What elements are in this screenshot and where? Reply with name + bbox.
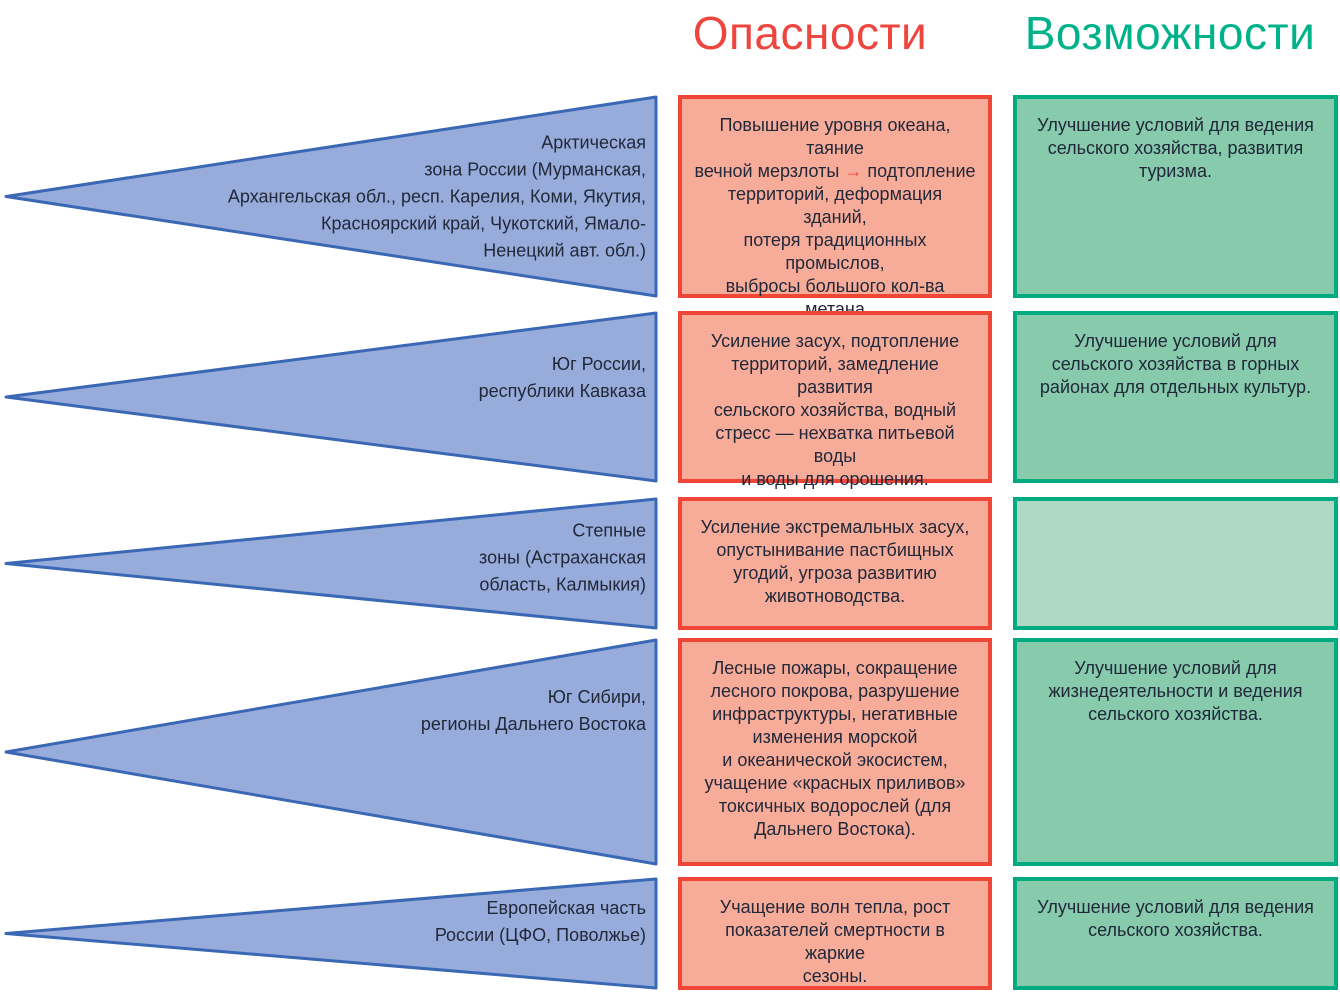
danger-box: Повышение уровня океана, таяние вечной м… xyxy=(678,95,992,342)
region-triangle-shape xyxy=(4,497,658,630)
opportunity-text: Улучшение условий для жизнедеятельности … xyxy=(1048,658,1303,725)
opportunity-box: Улучшение условий для ведения сельского … xyxy=(1013,877,1338,990)
region-arrow: Европейская часть России (ЦФО, Поволжье) xyxy=(0,877,660,990)
region-row-south: Юг России, республики Кавказа Усиление з… xyxy=(0,311,1340,489)
region-label: Арктическая зона России (Мурманская, Арх… xyxy=(227,132,646,260)
opportunity-text: Улучшение условий для сельского хозяйств… xyxy=(1039,331,1312,398)
opportunity-box: Улучшение условий для жизнедеятельности … xyxy=(1013,638,1338,866)
region-label: Юг России, республики Кавказа xyxy=(478,354,646,402)
region-row-steppe: Степные зоны (Астраханская область, Калм… xyxy=(0,497,1340,630)
region-row-siberia-fareast: Юг Сибири, регионы Дальнего Востока Лесн… xyxy=(0,638,1340,866)
opportunity-box-empty xyxy=(1013,497,1338,630)
region-arrow: Юг России, республики Кавказа xyxy=(0,311,660,483)
danger-text: Учащение волн тепла, рост показателей см… xyxy=(719,897,951,987)
region-label: Юг Сибири, регионы Дальнего Востока xyxy=(420,686,646,734)
danger-text: Лесные пожары, сокращение лесного покров… xyxy=(704,658,966,840)
region-arrow: Юг Сибири, регионы Дальнего Востока xyxy=(0,638,660,866)
danger-box: Лесные пожары, сокращение лесного покров… xyxy=(678,638,992,866)
danger-box: Усиление экстремальных засух, опустынива… xyxy=(678,497,992,630)
dangers-header: Опасности xyxy=(692,7,928,59)
danger-box: Усиление засух, подтопление территорий, … xyxy=(678,311,992,489)
region-triangle-shape xyxy=(4,311,658,483)
danger-text-pre: Повышение уровня океана, таяние вечной м… xyxy=(694,115,951,182)
opportunity-box: Улучшение условий для сельского хозяйств… xyxy=(1013,311,1338,483)
opportunity-text xyxy=(1017,501,1334,516)
region-label: Европейская часть России (ЦФО, Поволжье) xyxy=(434,898,646,946)
danger-text: Усиление экстремальных засух, опустынива… xyxy=(700,517,970,607)
region-label: Степные зоны (Астраханская область, Калм… xyxy=(479,520,646,595)
region-row-arctic: Арктическая зона России (Мурманская, Арх… xyxy=(0,95,1340,342)
region-triangle-shape xyxy=(4,877,658,990)
opportunity-text: Улучшение условий для ведения сельского … xyxy=(1037,115,1314,182)
danger-box: Учащение волн тепла, рост показателей см… xyxy=(678,877,992,990)
causes-arrow-icon: → xyxy=(844,161,863,182)
region-arrow: Арктическая зона России (Мурманская, Арх… xyxy=(0,95,660,298)
opportunities-header: Возможности xyxy=(1024,7,1316,59)
region-row-european: Европейская часть России (ЦФО, Поволжье)… xyxy=(0,877,1340,990)
danger-text: Повышение уровня океана, таяние вечной м… xyxy=(682,99,988,344)
opportunity-text: Улучшение условий для ведения сельского … xyxy=(1037,897,1314,941)
region-triangle-shape xyxy=(4,95,658,298)
danger-text: Усиление засух, подтопление территорий, … xyxy=(710,331,960,490)
region-arrow: Степные зоны (Астраханская область, Калм… xyxy=(0,497,660,630)
opportunity-box: Улучшение условий для ведения сельского … xyxy=(1013,95,1338,298)
region-triangle-shape xyxy=(4,638,658,866)
